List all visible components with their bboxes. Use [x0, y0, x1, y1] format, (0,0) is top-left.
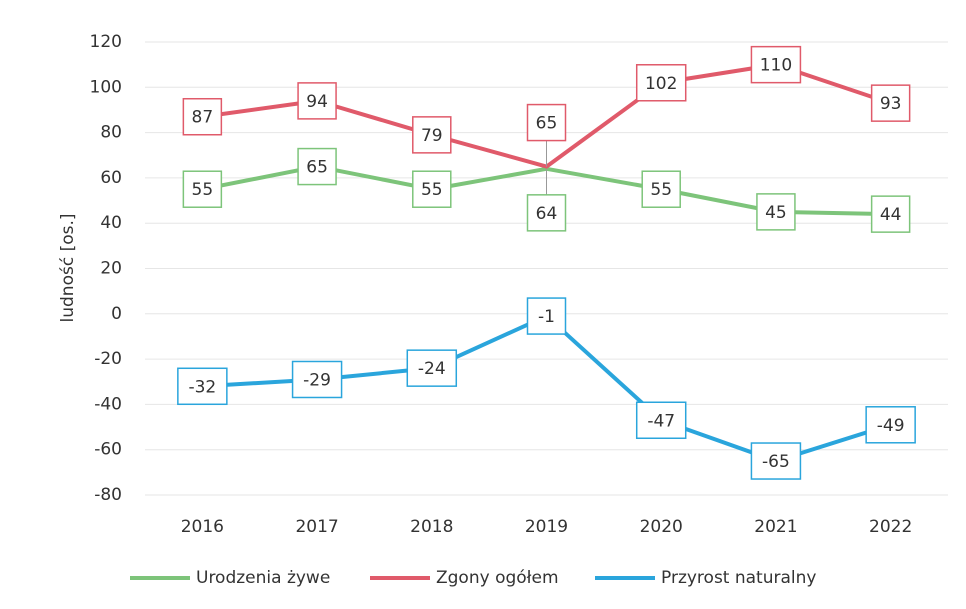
y-axis-label: ludność [os.] — [58, 214, 78, 323]
data-label-box — [865, 406, 916, 444]
data-label: 45 — [765, 203, 787, 223]
x-tick-label: 2019 — [525, 517, 568, 537]
y-tick-label: 120 — [90, 32, 122, 52]
data-label-box — [635, 401, 687, 440]
data-label-box — [297, 147, 337, 186]
data-label: -49 — [877, 416, 905, 436]
data-label-box — [177, 367, 228, 406]
legend-label: Zgony ogółem — [436, 568, 559, 588]
data-label-box — [870, 84, 911, 122]
y-tick-label: 100 — [90, 77, 122, 97]
y-tick-label: -80 — [94, 485, 122, 505]
data-label: -65 — [762, 452, 790, 472]
data-label: 64 — [536, 204, 558, 224]
data-label: 55 — [192, 180, 214, 200]
data-label-box — [182, 170, 223, 208]
data-label-box — [526, 194, 567, 232]
data-label: 110 — [760, 56, 792, 76]
data-label-box — [182, 97, 223, 136]
x-tick-label: 2018 — [410, 517, 453, 537]
y-tick-label: 0 — [111, 304, 122, 324]
x-tick-label: 2017 — [295, 517, 338, 537]
data-label: 55 — [421, 180, 443, 200]
x-tick-label: 2020 — [640, 517, 683, 537]
data-label-box — [526, 297, 567, 335]
data-label: -29 — [303, 370, 331, 390]
data-label-box — [412, 170, 452, 208]
data-label-box — [635, 64, 687, 102]
data-label-box — [750, 45, 802, 84]
data-label: -47 — [647, 411, 675, 431]
data-label: -1 — [538, 307, 555, 327]
data-label: 65 — [306, 158, 328, 178]
data-label: 102 — [645, 74, 677, 94]
data-label-box — [297, 82, 337, 120]
data-label-box — [641, 170, 681, 208]
x-tick-label: 2021 — [754, 517, 797, 537]
legend-label: Urodzenia żywe — [196, 568, 330, 588]
legend-label: Przyrost naturalny — [661, 568, 816, 588]
data-label-box — [756, 193, 796, 231]
y-tick-label: 20 — [100, 259, 122, 279]
data-label: -24 — [418, 359, 446, 379]
data-label: 87 — [192, 108, 214, 128]
y-tick-label: -40 — [94, 394, 122, 414]
y-tick-label: -60 — [94, 440, 122, 460]
data-label: 79 — [421, 126, 443, 146]
data-label-box — [526, 103, 567, 142]
y-tick-label: 40 — [100, 213, 122, 233]
y-tick-label: -20 — [94, 349, 122, 369]
y-tick-label: 60 — [100, 168, 122, 188]
data-label: -32 — [188, 377, 216, 397]
data-label-box — [412, 116, 452, 154]
data-label: 55 — [650, 180, 672, 200]
data-label-box — [870, 195, 911, 233]
x-tick-label: 2016 — [181, 517, 224, 537]
y-tick-label: 80 — [100, 123, 122, 143]
data-label: 93 — [880, 94, 902, 114]
x-tick-label: 2022 — [869, 517, 912, 537]
data-label-box — [291, 360, 343, 399]
data-label: 65 — [536, 114, 558, 134]
data-label: 94 — [306, 92, 328, 112]
data-label-box — [750, 442, 802, 480]
data-label-box — [406, 349, 458, 387]
data-label: 44 — [880, 205, 902, 225]
